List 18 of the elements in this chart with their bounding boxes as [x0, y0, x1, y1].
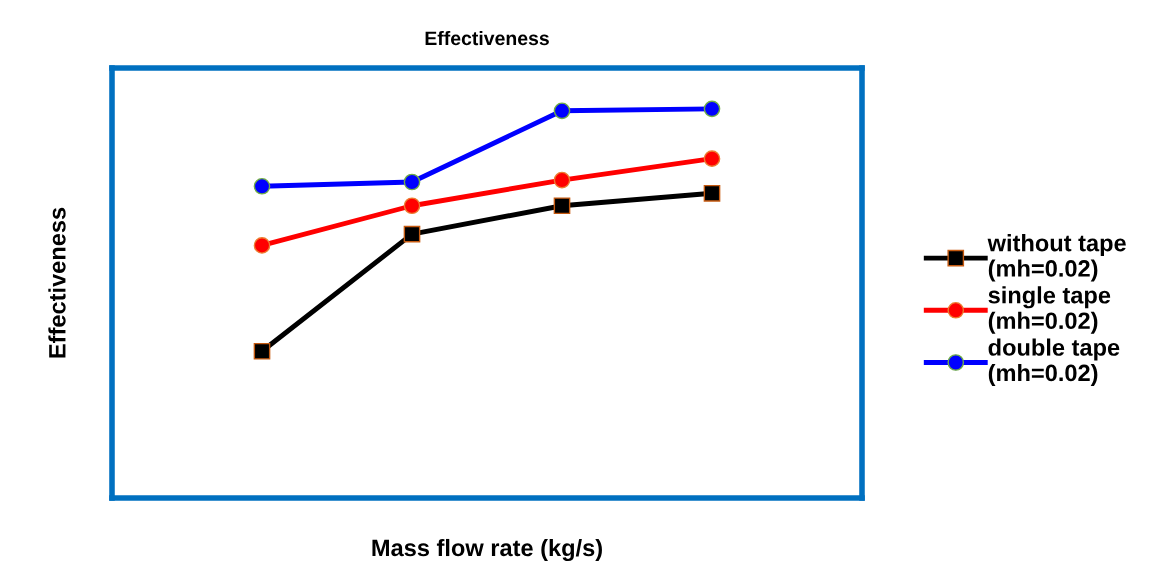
- point: [253, 342, 271, 360]
- y-axis-title: Effectiveness: [48, 207, 66, 358]
- point: [553, 171, 571, 189]
- legend-label: without tape (mh=0.02): [987, 234, 1126, 282]
- point: [253, 177, 271, 195]
- point: [703, 100, 721, 118]
- point: [553, 197, 571, 215]
- point: [553, 102, 571, 120]
- point: [403, 173, 421, 191]
- point: [703, 184, 721, 202]
- legend-label: double tape (mh=0.02): [988, 338, 1120, 386]
- point: [403, 197, 421, 215]
- x-axis-title: Mass flow rate (kg/s): [372, 538, 602, 562]
- chart-title: Effectiveness: [425, 30, 549, 46]
- point: [403, 225, 421, 243]
- legend-label: single tape (mh=0.02): [988, 286, 1111, 334]
- point: [253, 237, 271, 254]
- point: [703, 150, 721, 167]
